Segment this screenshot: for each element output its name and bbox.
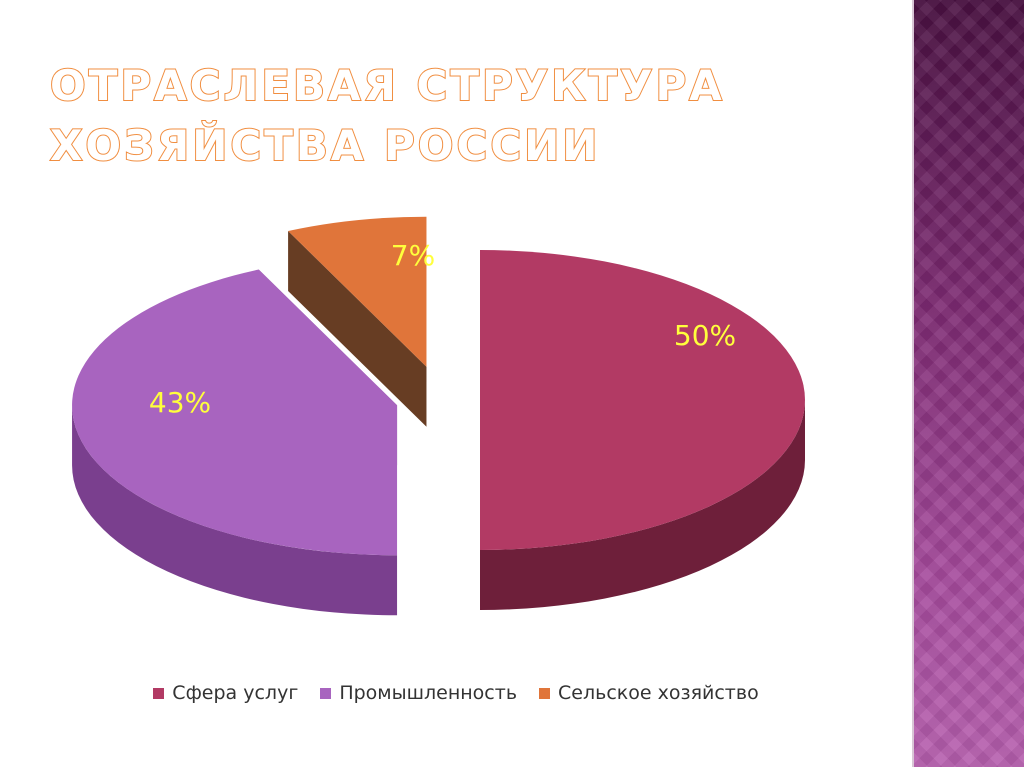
- pie-slice-industry: [72, 269, 398, 556]
- legend-label-agriculture: Сельское хозяйство: [558, 682, 759, 704]
- legend-label-industry: Промышленность: [339, 682, 518, 704]
- legend-swatch-industry: [320, 687, 332, 699]
- data-label-services: 50%: [674, 319, 736, 352]
- side-band-edge: [912, 0, 914, 767]
- title-line-1: ОТРАСЛЕВАЯ СТРУКТУРА: [49, 60, 725, 111]
- pie-side-industry: [72, 405, 398, 616]
- pie-chart: 50% 43% 7%: [72, 216, 805, 616]
- pie-slice-agriculture: [288, 216, 427, 367]
- title-line-2: ХОЗЯЙСТВА РОССИИ: [49, 120, 601, 171]
- legend-item-services: Сфера услуг: [153, 682, 298, 704]
- side-decorative-band: [914, 0, 1024, 767]
- chart-legend: Сфера услуг Промышленность Сельское хозя…: [0, 682, 912, 704]
- legend-item-agriculture: Сельское хозяйство: [539, 682, 759, 704]
- pie-tops: [72, 216, 805, 556]
- slide-title: ОТРАСЛЕВАЯ СТРУКТУРА ХОЗЯЙСТВА РОССИИ: [49, 56, 725, 176]
- pie-face-agriculture: [288, 230, 427, 427]
- data-label-industry: 43%: [149, 386, 211, 419]
- pie-labels: 50% 43% 7%: [149, 239, 736, 419]
- legend-item-industry: Промышленность: [320, 682, 517, 704]
- data-label-agriculture: 7%: [391, 239, 435, 272]
- legend-label-services: Сфера услуг: [172, 682, 299, 704]
- pie-side-services: [480, 400, 805, 610]
- pie-slice-services: [480, 250, 805, 550]
- legend-swatch-agriculture: [539, 687, 551, 699]
- legend-swatch-services: [153, 687, 165, 699]
